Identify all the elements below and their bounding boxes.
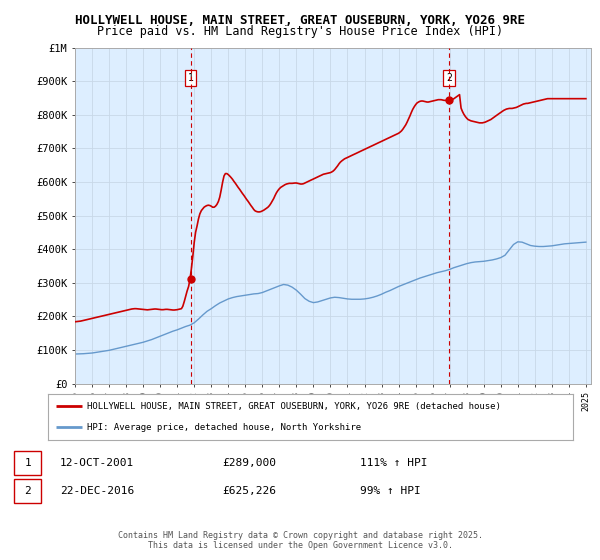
Text: 111% ↑ HPI: 111% ↑ HPI — [360, 458, 427, 468]
Text: £289,000: £289,000 — [222, 458, 276, 468]
Text: Price paid vs. HM Land Registry's House Price Index (HPI): Price paid vs. HM Land Registry's House … — [97, 25, 503, 38]
Text: 2: 2 — [24, 486, 31, 496]
Text: HOLLYWELL HOUSE, MAIN STREET, GREAT OUSEBURN, YORK, YO26 9RE (detached house): HOLLYWELL HOUSE, MAIN STREET, GREAT OUSE… — [88, 402, 501, 410]
Text: 22-DEC-2016: 22-DEC-2016 — [60, 486, 134, 496]
Text: HPI: Average price, detached house, North Yorkshire: HPI: Average price, detached house, Nort… — [88, 423, 361, 432]
Text: £625,226: £625,226 — [222, 486, 276, 496]
Text: 99% ↑ HPI: 99% ↑ HPI — [360, 486, 421, 496]
Text: Contains HM Land Registry data © Crown copyright and database right 2025.
This d: Contains HM Land Registry data © Crown c… — [118, 530, 482, 550]
Text: HOLLYWELL HOUSE, MAIN STREET, GREAT OUSEBURN, YORK, YO26 9RE: HOLLYWELL HOUSE, MAIN STREET, GREAT OUSE… — [75, 14, 525, 27]
Text: 12-OCT-2001: 12-OCT-2001 — [60, 458, 134, 468]
Text: 1: 1 — [24, 458, 31, 468]
Text: 1: 1 — [188, 73, 194, 83]
Text: 2: 2 — [446, 73, 452, 83]
